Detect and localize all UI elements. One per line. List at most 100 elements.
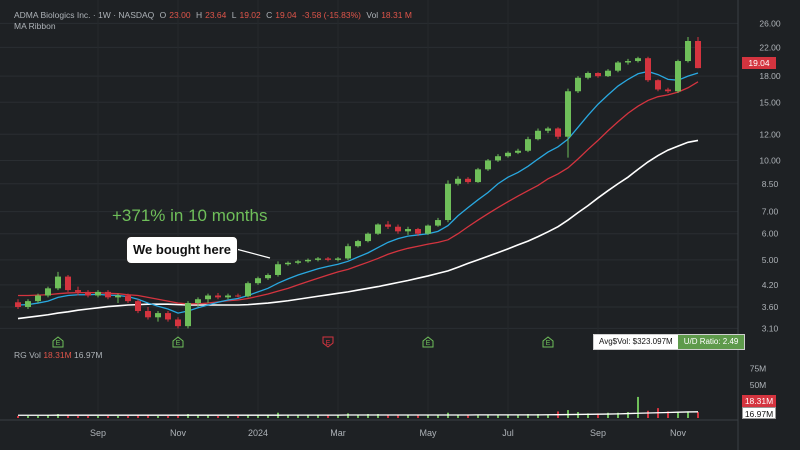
volume-bar <box>287 415 289 418</box>
volume-header: RG Vol 18.31M 16.97M <box>14 350 102 360</box>
symbol-label: ADMA Biologics Inc. · 1W · NASDAQ <box>14 10 155 20</box>
candle-body <box>155 313 161 318</box>
volume-bar <box>367 414 369 418</box>
y-tick-label: 8.50 <box>762 179 779 189</box>
candle-body <box>25 301 31 307</box>
volume-label: RG Vol <box>14 350 41 360</box>
candle-body <box>665 89 671 92</box>
candle-body <box>405 229 411 232</box>
volume-bar <box>17 416 19 418</box>
x-tick-label: May <box>419 428 437 438</box>
candle-body <box>395 226 401 232</box>
candle-body <box>325 258 331 260</box>
volume-bar <box>467 415 469 418</box>
volume-value: 18.31M <box>43 350 72 360</box>
candle-body <box>345 246 351 259</box>
earnings-marker-label: E <box>56 340 61 347</box>
indicator-label[interactable]: MA Ribbon <box>14 21 56 31</box>
candle-body <box>535 130 541 140</box>
volume-bar <box>37 416 39 418</box>
y-tick-label: 26.00 <box>759 18 781 28</box>
x-tick-label: Mar <box>330 428 346 438</box>
volume-bar <box>267 415 269 418</box>
vol-value: 18.31 M <box>381 10 412 20</box>
earnings-marker-label: E <box>326 340 331 347</box>
candle-body <box>255 278 261 284</box>
volume-bar <box>247 414 249 418</box>
candle-body <box>35 295 41 302</box>
candle-body <box>375 224 381 234</box>
change-value: -3.58 (-15.83%) <box>301 10 361 20</box>
earnings-marker-label: E <box>546 340 551 347</box>
x-tick-label: Sep <box>590 428 606 438</box>
candle-body <box>645 58 651 81</box>
y-tick-label: 6.00 <box>762 229 779 239</box>
volume-avg-tag: 16.97M <box>742 407 776 419</box>
low-label: L <box>231 10 237 20</box>
volume-bar <box>637 396 639 418</box>
volume-bar <box>407 415 409 418</box>
candle-body <box>55 276 61 289</box>
candle-body <box>675 61 681 92</box>
x-tick-label: Nov <box>170 428 187 438</box>
y-tick-label: 18.00 <box>759 71 781 81</box>
volume-bar <box>167 416 169 418</box>
volume-bar <box>307 415 309 418</box>
candle-body <box>385 224 391 227</box>
y-tick-label: 3.10 <box>762 323 779 333</box>
earnings-marker <box>172 336 184 348</box>
volume-tick-label: 50M <box>750 380 767 390</box>
candle-body <box>555 128 561 137</box>
candle-body <box>655 80 661 90</box>
volume-bar <box>97 416 99 418</box>
open-label: O <box>159 10 167 20</box>
candle-body <box>685 40 691 62</box>
candle-body <box>105 291 111 298</box>
volume-bar <box>377 414 379 418</box>
candle-body <box>495 156 501 161</box>
ma-slow-line <box>17 139 699 320</box>
candle-body <box>145 311 151 318</box>
ud-ratio: U/D Ratio: 2.49 <box>677 335 745 349</box>
candle-body <box>85 291 91 296</box>
candle-body <box>15 302 21 307</box>
close-label: C <box>266 10 273 20</box>
candle-body <box>465 178 471 183</box>
candle-body <box>615 62 621 71</box>
volume-bar <box>547 414 549 418</box>
volume-bar <box>327 415 329 418</box>
candle-body <box>185 303 191 327</box>
earnings-marker <box>322 336 334 348</box>
volume-bar <box>497 415 499 418</box>
volume-bar <box>137 415 139 418</box>
volume-bar <box>187 414 189 418</box>
x-tick-label: 2024 <box>248 428 268 438</box>
volume-bar <box>87 416 89 418</box>
volume-bar <box>647 410 649 418</box>
volume-bar <box>437 414 439 418</box>
candle-body <box>335 258 341 260</box>
x-tick-label: Jul <box>502 428 514 438</box>
candle-body <box>575 77 581 92</box>
volume-bar <box>387 414 389 418</box>
y-tick-label: 12.00 <box>759 129 781 139</box>
volume-bar <box>397 415 399 418</box>
volume-bar <box>587 413 589 418</box>
candle-body <box>475 169 481 183</box>
volume-bar <box>507 415 509 418</box>
candle-body <box>205 295 211 300</box>
volume-bar <box>67 415 69 418</box>
candle-body <box>545 128 551 131</box>
volume-bar <box>597 413 599 418</box>
volume-bar <box>617 412 619 418</box>
candle-body <box>485 160 491 170</box>
earnings-marker <box>52 336 64 348</box>
callout-box: We bought here <box>126 236 238 264</box>
volume-bar <box>107 416 109 418</box>
candle-body <box>245 283 251 297</box>
candle-body <box>165 313 171 320</box>
volume-bar <box>77 416 79 418</box>
x-tick-label: Nov <box>670 428 687 438</box>
candle-body <box>415 229 421 234</box>
